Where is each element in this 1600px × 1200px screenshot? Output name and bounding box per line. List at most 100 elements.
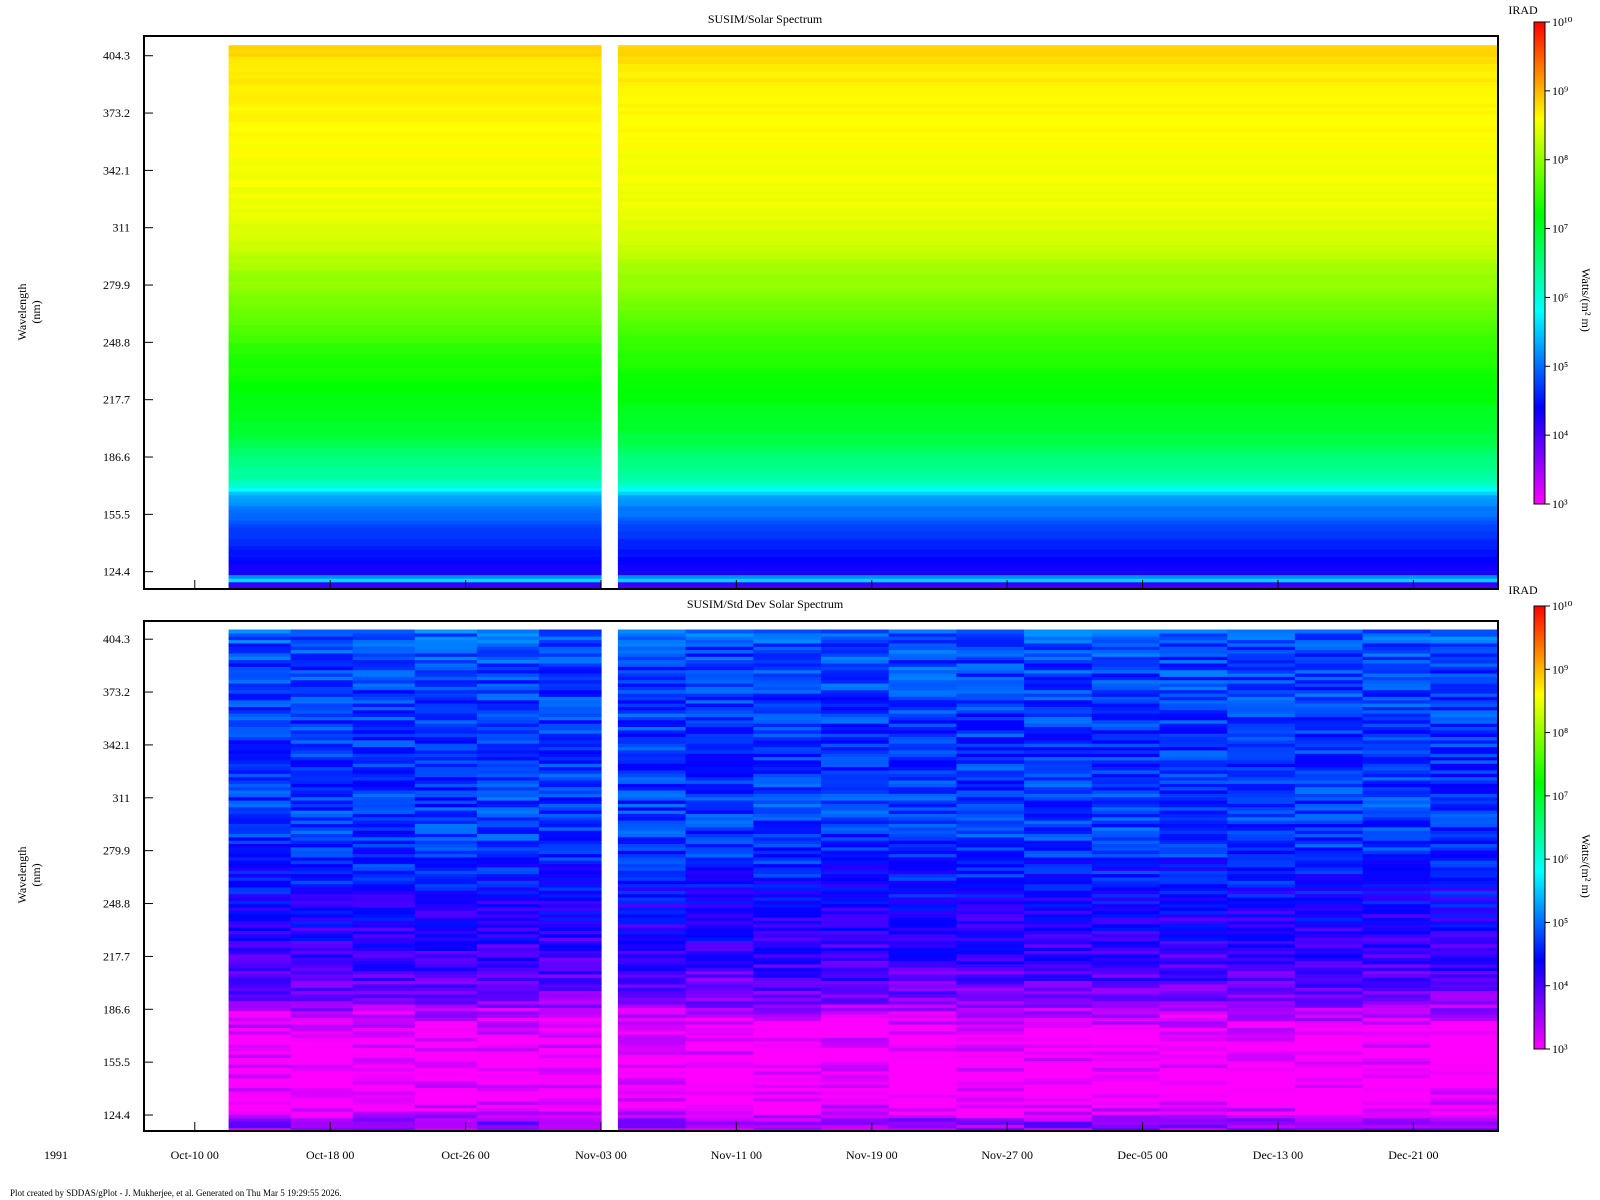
heatmap-cell — [414, 1030, 478, 1035]
heatmap-cell — [290, 766, 354, 771]
heatmap-cell — [753, 1044, 822, 1048]
heatmap-cell — [228, 429, 602, 434]
heatmap-cell — [1227, 1110, 1296, 1115]
heatmap-cell — [1227, 713, 1296, 717]
heatmap-cell — [352, 953, 416, 958]
heatmap-cell — [753, 679, 822, 684]
heatmap-cell — [228, 396, 602, 402]
heatmap-cell — [228, 642, 292, 647]
heatmap-cell — [414, 953, 478, 958]
heatmap-cell — [1159, 1014, 1228, 1018]
heatmap-cell — [538, 676, 602, 681]
heatmap-cell — [753, 980, 822, 985]
heatmap-cell — [1362, 1040, 1431, 1045]
heatmap-cell — [1091, 1000, 1161, 1005]
heatmap-cell — [888, 1077, 957, 1082]
heatmap-cell — [617, 703, 687, 707]
heatmap-cell — [1362, 977, 1431, 982]
heatmap-cell — [753, 933, 822, 938]
heatmap-cell — [228, 114, 602, 119]
heatmap-cell — [1024, 1030, 1093, 1035]
heatmap-cell — [1024, 699, 1093, 704]
heatmap-cell — [685, 706, 754, 711]
heatmap-cell — [1091, 686, 1161, 691]
heatmap-cell — [1294, 830, 1364, 834]
heatmap-cell — [352, 840, 416, 844]
heatmap-cell — [476, 1090, 540, 1095]
heatmap-cell — [617, 676, 687, 681]
heatmap-cell — [1091, 733, 1161, 737]
heatmap-cell — [1362, 763, 1431, 768]
heatmap-cell — [538, 970, 602, 975]
heatmap-cell — [538, 876, 602, 881]
heatmap-cell — [821, 763, 890, 768]
heatmap-cell — [617, 1110, 687, 1115]
heatmap-cell — [1159, 1054, 1228, 1058]
heatmap-cell — [1024, 987, 1093, 992]
heatmap-cell — [1227, 1121, 1296, 1125]
heatmap-cell — [685, 983, 754, 988]
heatmap-cell — [1227, 860, 1296, 865]
heatmap-cell — [1024, 652, 1093, 657]
heatmap-cell — [290, 833, 354, 838]
heatmap-cell — [1091, 693, 1161, 697]
heatmap-cell — [538, 666, 602, 671]
heatmap-cell — [476, 796, 540, 801]
heatmap-cell — [538, 793, 602, 798]
heatmap-cell — [1227, 739, 1296, 744]
heatmap-cell — [290, 1094, 354, 1099]
heatmap-cell — [1294, 699, 1364, 704]
heatmap-cell — [414, 1117, 478, 1122]
heatmap-cell — [538, 873, 602, 878]
heatmap-cell — [956, 1114, 1025, 1119]
heatmap-cell — [753, 943, 822, 948]
heatmap-cell — [414, 756, 478, 761]
heatmap-cell — [538, 726, 602, 731]
heatmap-cell — [414, 830, 478, 834]
heatmap-cell — [538, 1070, 602, 1075]
heatmap-cell — [888, 913, 957, 918]
heatmap-cell — [1362, 652, 1431, 657]
heatmap-cell — [1159, 746, 1228, 751]
heatmap-cell — [1294, 997, 1364, 1002]
heatmap-cell — [1159, 736, 1228, 741]
heatmap-cell — [1430, 836, 1499, 841]
heatmap-cell — [228, 208, 602, 213]
heatmap-cell — [1091, 629, 1161, 634]
heatmap-cell — [1430, 642, 1499, 647]
heatmap-cell — [1430, 843, 1499, 848]
heatmap-cell — [414, 833, 478, 838]
heatmap-cell — [888, 1024, 957, 1028]
heatmap-cell — [1024, 676, 1093, 681]
heatmap-cell — [414, 987, 478, 992]
heatmap-cell — [1362, 780, 1431, 784]
heatmap-cell — [617, 679, 687, 684]
heatmap-cell — [888, 729, 957, 734]
heatmap-cell — [821, 1070, 890, 1075]
heatmap-cell — [1159, 1044, 1228, 1048]
heatmap-cell — [1362, 726, 1431, 731]
heatmap-cell — [290, 820, 354, 824]
heatmap-cell — [228, 997, 292, 1002]
heatmap-cell — [1091, 662, 1161, 667]
heatmap-cell — [753, 796, 822, 801]
heatmap-cell — [956, 930, 1025, 935]
heatmap-cell — [476, 853, 540, 858]
heatmap-cell — [821, 816, 890, 821]
heatmap-cell — [1430, 973, 1499, 978]
heatmap-cell — [617, 883, 687, 888]
heatmap-cell — [476, 696, 540, 701]
heatmap-cell — [1227, 1040, 1296, 1045]
heatmap-cell — [685, 790, 754, 794]
heatmap-cell — [617, 244, 1499, 249]
heatmap-cell — [228, 1040, 292, 1045]
heatmap-cell — [414, 853, 478, 858]
heatmap-cell — [821, 629, 890, 634]
heatmap-cell — [753, 699, 822, 704]
heatmap-cell — [290, 669, 354, 674]
heatmap-cell — [228, 541, 602, 547]
heatmap-cell — [414, 947, 478, 951]
heatmap-cell — [228, 676, 292, 681]
heatmap-cell — [538, 1104, 602, 1109]
heatmap-cell — [290, 696, 354, 701]
